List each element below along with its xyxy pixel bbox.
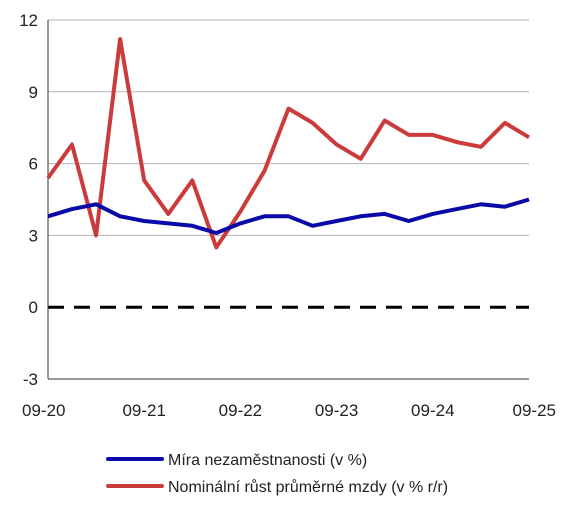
y-tick-label: 3: [29, 226, 38, 245]
series-line-wage-growth: [46, 37, 531, 250]
series-line-unemployment: [47, 197, 530, 235]
y-tick-label: 6: [29, 155, 38, 174]
x-tick-label: 09-22: [219, 401, 262, 420]
x-tick-label: 09-23: [315, 401, 358, 420]
legend-label-wage-growth: Nominální růst průměrné mzdy (v % r/r): [168, 478, 448, 496]
y-tick-label: 0: [29, 298, 38, 317]
axes: -3 0 3 6 9 12 09-20 09-21 09-22 09-23 09-24 09-25: [19, 11, 556, 420]
x-tick-label: 09-20: [22, 401, 65, 420]
y-tick-label: 12: [19, 11, 38, 30]
series-lines: [46, 37, 531, 250]
legend: Míra nezaměstnanosti (v %) Nominální růs…: [106, 452, 448, 496]
x-tick-label: 09-21: [122, 401, 165, 420]
x-tick-label: 09-25: [513, 401, 556, 420]
y-tick-label: 9: [29, 83, 38, 102]
x-tick-label: 09-24: [411, 401, 454, 420]
y-tick-label: -3: [23, 370, 38, 389]
gridlines: [48, 19, 529, 380]
legend-label-unemployment: Míra nezaměstnanosti (v %): [168, 452, 367, 469]
